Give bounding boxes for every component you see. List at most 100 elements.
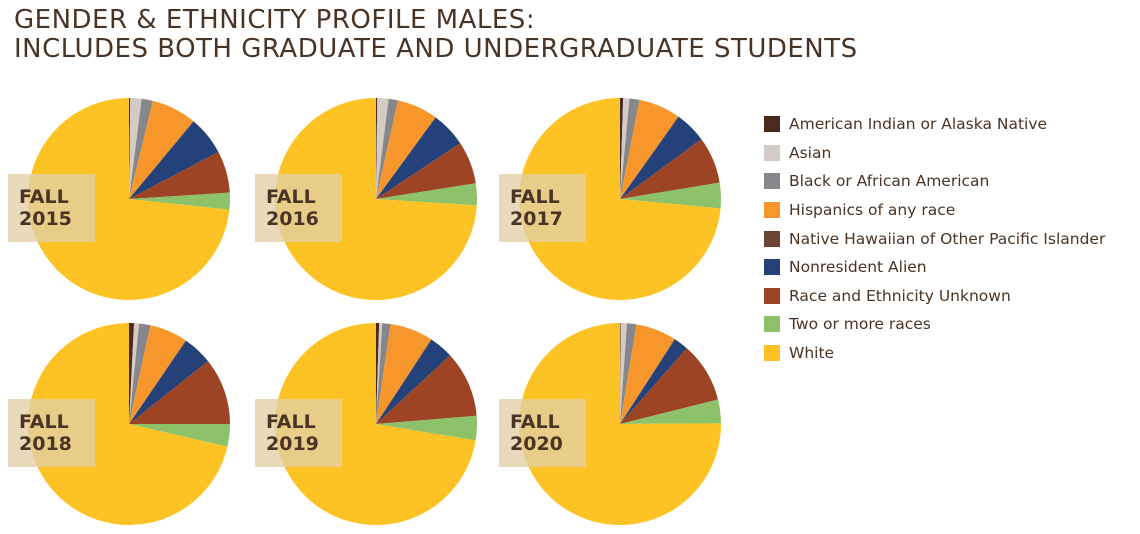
legend-label: Nonresident Alien [789, 258, 927, 277]
chart-title-line-2: INCLUDES BOTH GRADUATE AND UNDERGRADUATE… [14, 34, 858, 64]
pie-slice-hispanics-of-any-race [129, 325, 186, 424]
pie-label-year: 2018 [19, 433, 72, 455]
pie-slice-native-hawaiian-of-other-pacific-islander [620, 116, 679, 199]
pie-label-box [8, 399, 95, 467]
legend-swatch [764, 259, 780, 276]
pie-slice-american-indian-or-alaska-native [620, 322, 621, 424]
pie-slice-white [28, 323, 228, 525]
pie-slice-american-indian-or-alaska-native [376, 323, 380, 424]
pie-slice-two-or-more-races [620, 182, 722, 209]
pie-slice-native-hawaiian-of-other-pacific-islander [129, 121, 194, 199]
pie-label-year: 2017 [510, 208, 563, 230]
pie-label-box [8, 174, 95, 242]
legend-item: Nonresident Alien [764, 253, 1105, 282]
pie-slice-white [518, 98, 721, 300]
legend-label: Two or more races [789, 315, 931, 334]
pie-slice-native-hawaiian-of-other-pacific-islander [129, 340, 187, 424]
legend-item: Two or more races [764, 310, 1105, 339]
legend-swatch [764, 345, 780, 362]
legend-item: Black or African American [764, 167, 1105, 196]
pie-label-year: 2019 [266, 433, 319, 455]
pie-slice-native-hawaiian-of-other-pacific-islander [620, 339, 676, 424]
pie-slice-american-indian-or-alaska-native [376, 98, 378, 199]
pie-slice-asian [376, 98, 389, 199]
pie-label-season: FALL [266, 411, 316, 433]
pie-slice-asian [376, 323, 383, 424]
pie-slice-hispanics-of-any-race [376, 100, 436, 199]
legend-swatch [764, 230, 780, 247]
pie-label-season: FALL [510, 411, 560, 433]
legend-label: Race and Ethnicity Unknown [789, 286, 1011, 305]
legend-label: American Indian or Alaska Native [789, 115, 1048, 134]
pie-label-season: FALL [266, 186, 316, 208]
chart-title: GENDER & ETHNICITY PROFILE MALES: INCLUD… [14, 6, 858, 64]
chart-title-line-1: GENDER & ETHNICITY PROFILE MALES: [14, 5, 536, 35]
pie-slice-white [27, 97, 230, 300]
pie-label-year: 2015 [19, 208, 72, 230]
pie-label-season: FALL [19, 411, 69, 433]
pie-slice-black-or-african-american [129, 98, 153, 199]
pie-slice-race-and-ethnicity-unknown [376, 355, 477, 424]
pie-slice-hispanics-of-any-race [376, 324, 432, 424]
pie-slice-american-indian-or-alaska-native [129, 98, 131, 199]
legend-label: Asian [789, 143, 832, 162]
pie-slice-two-or-more-races [620, 399, 721, 424]
legend-item: White [764, 339, 1105, 368]
pie-label-year: 2020 [510, 433, 563, 455]
pie-slice-hispanics-of-any-race [620, 99, 679, 199]
legend-item: Asian [764, 139, 1105, 168]
pie-slice-nonresident-alien [620, 116, 702, 199]
pie-label-season: FALL [19, 186, 69, 208]
legend-label: Black or African American [789, 172, 990, 191]
pie-slice-nonresident-alien [376, 339, 451, 424]
pie-slice-black-or-african-american [620, 98, 640, 199]
pie-slice-two-or-more-races [376, 183, 478, 206]
legend-swatch [764, 316, 780, 333]
pie-slice-race-and-ethnicity-unknown [129, 152, 230, 199]
pie-slice-two-or-more-races [129, 192, 230, 210]
pie-slice-race-and-ethnicity-unknown [129, 361, 230, 424]
pie-slice-native-hawaiian-of-other-pacific-islander [376, 339, 432, 424]
legend: American Indian or Alaska Native Asian B… [764, 110, 1105, 367]
pie-slice-hispanics-of-any-race [129, 100, 194, 199]
pie-slice-nonresident-alien [129, 340, 209, 424]
pie-slice-race-and-ethnicity-unknown [620, 348, 718, 424]
pie-label-year: 2016 [266, 208, 319, 230]
pie-slice-asian [620, 98, 630, 199]
pie-slice-white [519, 323, 722, 526]
pie-slice-nonresident-alien [620, 339, 687, 424]
pie-slice-black-or-african-american [376, 323, 391, 424]
legend-item: Hispanics of any race [764, 196, 1105, 225]
pie-label-box [255, 399, 342, 467]
legend-item: Native Hawaiian of Other Pacific Islande… [764, 224, 1105, 253]
legend-label: White [789, 344, 835, 363]
pie-slice-black-or-african-american [376, 98, 399, 199]
pie-slice-two-or-more-races [129, 424, 230, 447]
pie-label-box [499, 174, 586, 242]
pie-label-box [499, 399, 586, 467]
pie-label-season: FALL [510, 186, 560, 208]
pie-label-box [255, 174, 342, 242]
pie-slice-american-indian-or-alaska-native [129, 323, 135, 424]
pie-slice-white [275, 323, 476, 526]
pie-slice-race-and-ethnicity-unknown [376, 143, 476, 199]
legend-item: Race and Ethnicity Unknown [764, 282, 1105, 311]
pie-slice-hispanics-of-any-race [620, 324, 675, 424]
legend-label: Hispanics of any race [789, 201, 956, 220]
pie-slice-native-hawaiian-of-other-pacific-islander [376, 117, 436, 199]
legend-item: American Indian or Alaska Native [764, 110, 1105, 139]
legend-swatch [764, 287, 780, 304]
legend-swatch [764, 202, 780, 219]
pie-slice-asian [129, 323, 140, 424]
pie-slice-asian [620, 323, 627, 424]
pie-slice-asian [129, 98, 142, 199]
pie-slice-nonresident-alien [129, 121, 219, 199]
pie-charts-area: FALL2015FALL2016FALL2017FALL2018FALL2019… [8, 97, 722, 526]
pie-slice-nonresident-alien [376, 117, 461, 199]
pie-slice-two-or-more-races [376, 415, 477, 441]
pie-slice-black-or-african-american [129, 323, 151, 424]
